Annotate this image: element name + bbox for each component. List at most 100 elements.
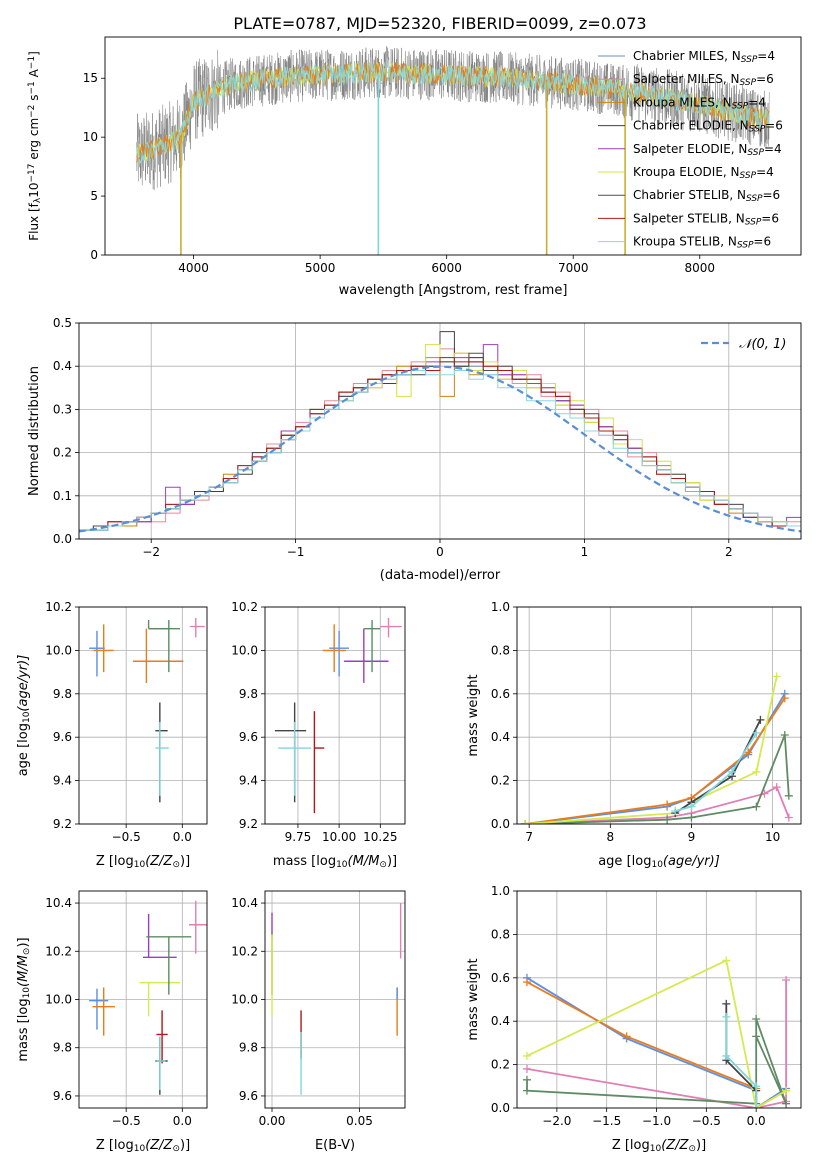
label-part: mass [log (16, 998, 31, 1061)
y-tick-label: 0.6 (491, 687, 510, 701)
label-part: (M/M (348, 854, 380, 869)
label-part: =4 (764, 142, 782, 156)
x-tick-label: −0.5 (692, 1114, 721, 1128)
x-tick-label: 10.00 (322, 830, 356, 844)
y-tick-label: 0 (90, 248, 98, 262)
label-part: 10 (27, 183, 41, 198)
axes-frame (264, 890, 406, 1109)
label-part: (Z/Z (661, 1138, 689, 1153)
label-part: age [log (16, 723, 31, 776)
label-part: SSP (747, 148, 764, 158)
label-part: =6 (763, 188, 781, 202)
series-marker (722, 1012, 731, 1021)
errorbar (278, 722, 312, 796)
series-marker (622, 1032, 631, 1041)
series-marker (784, 813, 793, 822)
y-tick-label: 0.2 (53, 446, 72, 460)
label-part: s (27, 95, 41, 105)
x-tick-label: −0.5 (112, 830, 141, 844)
label-part: Z [log (96, 854, 134, 869)
y-tick-label: 9.8 (53, 1041, 72, 1055)
label-part: Salpeter ELODIE, N (633, 142, 747, 156)
series-line (525, 734, 790, 824)
label-part: =4 (748, 95, 766, 109)
series-marker (663, 815, 672, 824)
series-line (526, 959, 787, 1108)
series-marker (782, 1086, 791, 1095)
errorbar (155, 722, 169, 796)
errorbar (132, 628, 184, 683)
x-tick-label: 4000 (178, 261, 209, 275)
x-tick-label: −1.0 (642, 1114, 671, 1128)
label-part: =6 (756, 72, 774, 86)
series-marker (780, 731, 789, 740)
series-line (524, 697, 786, 824)
model-spectrum (136, 61, 770, 164)
y-tick-label: 9.6 (239, 730, 258, 744)
mass_vs_Z-panel: −0.5 0.09.69.810.010.210.4Z [log10(Z/Z⊙)]… (16, 890, 208, 1154)
label-part: (age/yr)] (663, 854, 720, 869)
label-part: 10 (134, 1144, 146, 1154)
series-marker (752, 728, 761, 737)
y-tick-label: 0.8 (491, 643, 510, 657)
x-tick-label: −2.0 (542, 1114, 571, 1128)
label-part: erg cm (27, 118, 41, 164)
series-marker (782, 1099, 791, 1108)
x-tick-label: 10 (765, 830, 780, 844)
series-line (674, 732, 758, 812)
x-tick-label: 9.75 (285, 830, 312, 844)
label-part: 10 (650, 1144, 662, 1154)
series-marker (522, 1051, 531, 1060)
y-tick-label: 9.6 (239, 1089, 258, 1103)
y-tick-label: 0.0 (491, 817, 510, 831)
label-part: SSP (732, 102, 749, 112)
series (722, 999, 761, 1095)
label-part: SSP (741, 55, 758, 65)
label-part: SSP (740, 171, 757, 181)
errorbar (93, 624, 114, 673)
series (671, 728, 761, 815)
label-part: )] (16, 937, 31, 947)
series (521, 672, 781, 824)
label-part: )] (180, 854, 190, 869)
x-tick-label: 7 (525, 830, 533, 844)
x-axis-label: wavelength [Angstrom, rest frame] (339, 283, 568, 298)
errorbar (363, 620, 381, 673)
errorbar (147, 620, 181, 630)
series (671, 715, 765, 818)
legend-label: Salpeter ELODIE, NSSP=4 (633, 142, 782, 158)
y-tick-label: 0.0 (491, 1101, 510, 1115)
series-marker (772, 783, 781, 792)
axes-frame (78, 606, 208, 825)
legend-label: Kroupa ELODIE, NSSP=4 (633, 165, 774, 181)
label-part: Kroupa MILES, N (633, 95, 732, 109)
y-axis-label: mass weight (466, 958, 481, 1040)
series-marker (744, 748, 753, 757)
legend-label: Salpeter STELIB, NSSP=6 (633, 211, 779, 227)
label-part: SSP (740, 78, 757, 88)
y-tick-label: 0.4 (491, 1014, 510, 1028)
y-tick-label: 0.1 (53, 489, 72, 503)
series-marker (522, 1086, 531, 1095)
label-part: Chabrier MILES, N (633, 49, 741, 63)
y-tick-label: 9.2 (53, 817, 72, 831)
x-tick-label: 0.0 (173, 830, 192, 844)
series-marker (722, 956, 731, 965)
series-marker (752, 1104, 761, 1108)
label-part: SSP (749, 125, 766, 135)
x-tick-label: 5000 (305, 261, 336, 275)
x-tick-label: −1 (287, 545, 305, 559)
series-marker (722, 1051, 731, 1060)
series-marker (521, 820, 530, 824)
residual-plot-area (79, 331, 801, 539)
errorbar (380, 617, 402, 638)
x-tick-label: 0.00 (259, 1114, 286, 1128)
y-tick-label: 0.4 (53, 359, 72, 373)
x-tick-label: 7000 (558, 261, 589, 275)
label-part: ⊙ (172, 860, 180, 870)
y-tick-label: 0.3 (53, 402, 72, 416)
errorbar (344, 628, 389, 683)
y-tick-label: 10.2 (231, 944, 258, 958)
label-part: λ (33, 197, 43, 203)
